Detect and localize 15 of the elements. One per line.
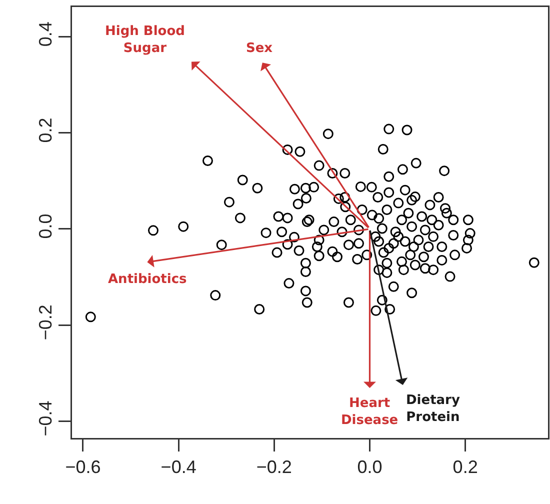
- x-tick-label: −0.2: [256, 457, 292, 478]
- x-tick-label: −0.6: [65, 457, 101, 478]
- x-tick-label: −0.4: [160, 457, 196, 478]
- annotation: Dietary Protein: [406, 393, 460, 425]
- annotation: Antibiotics: [108, 272, 188, 287]
- annotation: Sex: [246, 41, 274, 56]
- x-tick-label: 0.2: [452, 457, 478, 478]
- y-tick-label: −0.4: [35, 400, 56, 436]
- y-tick-label: 0.4: [35, 22, 56, 47]
- x-tick-label: 0.0: [357, 457, 382, 478]
- y-tick-label: 0.2: [35, 118, 56, 143]
- annotation: Heart Disease: [341, 396, 398, 428]
- y-tick-label: −0.2: [35, 304, 56, 340]
- annotation: High Blood Sugar: [105, 24, 185, 56]
- y-tick-label: 0.0: [35, 214, 56, 239]
